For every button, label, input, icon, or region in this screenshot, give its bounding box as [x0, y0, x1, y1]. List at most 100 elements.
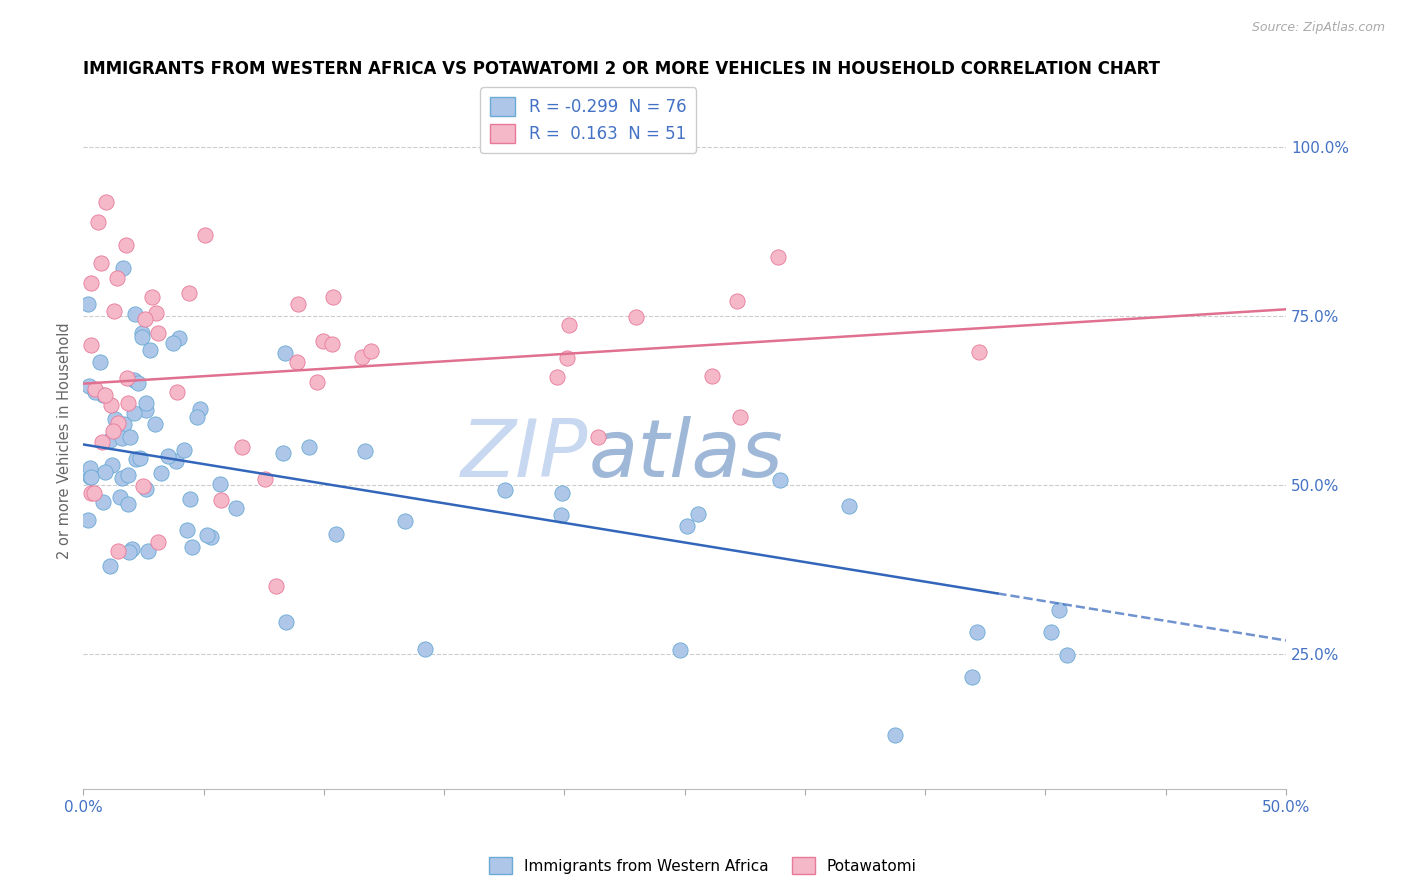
Point: [271, 445, 294, 459]
Point: [118, 545, 141, 559]
Point: [139, 343, 162, 358]
Point: [135, 403, 157, 417]
Point: [162, 336, 184, 351]
Point: [79, 338, 101, 352]
Point: [200, 530, 222, 544]
Y-axis label: 2 or more Vehicles in Household: 2 or more Vehicles in Household: [58, 323, 72, 559]
Point: [83, 486, 105, 500]
Point: [305, 376, 328, 390]
Point: [112, 417, 135, 431]
Point: [568, 127, 591, 141]
Point: [134, 311, 156, 326]
Point: [225, 500, 247, 515]
Point: [111, 431, 134, 445]
Text: atlas: atlas: [589, 416, 783, 494]
Point: [89, 354, 111, 368]
Point: [90, 255, 112, 269]
Point: [728, 410, 751, 425]
Point: [494, 483, 516, 498]
Point: [94, 466, 117, 480]
Point: [108, 490, 131, 504]
Point: [550, 508, 572, 523]
Point: [77, 296, 100, 310]
Point: [546, 370, 568, 384]
Point: [145, 306, 167, 320]
Point: [285, 355, 308, 369]
Point: [93, 387, 115, 401]
Point: [79, 461, 101, 475]
Point: [94, 387, 117, 401]
Point: [111, 260, 134, 275]
Point: [115, 371, 138, 385]
Point: [967, 345, 990, 359]
Point: [100, 558, 122, 573]
Point: [100, 398, 122, 412]
Point: [91, 495, 114, 509]
Point: [125, 452, 148, 467]
Point: [883, 728, 905, 742]
Point: [298, 441, 321, 455]
Point: [180, 541, 202, 555]
Point: [83, 382, 105, 396]
Point: [91, 434, 114, 449]
Point: [117, 468, 139, 483]
Point: [394, 514, 416, 528]
Point: [325, 526, 347, 541]
Text: ZIP: ZIP: [461, 416, 589, 494]
Point: [135, 396, 157, 410]
Point: [94, 194, 117, 209]
Point: [146, 535, 169, 549]
Point: [321, 337, 343, 351]
Point: [124, 307, 146, 321]
Point: [77, 513, 100, 527]
Point: [111, 471, 134, 485]
Point: [107, 271, 129, 285]
Point: [669, 643, 692, 657]
Point: [353, 443, 375, 458]
Point: [117, 396, 139, 410]
Point: [209, 477, 232, 491]
Legend: R = -0.299  N = 76, R =  0.163  N = 51: R = -0.299 N = 76, R = 0.163 N = 51: [481, 87, 696, 153]
Text: Source: ZipAtlas.com: Source: ZipAtlas.com: [1251, 21, 1385, 34]
Point: [149, 466, 172, 480]
Point: [838, 499, 860, 513]
Point: [129, 451, 152, 466]
Point: [413, 641, 436, 656]
Point: [274, 346, 297, 360]
Point: [98, 433, 121, 447]
Point: [1047, 602, 1070, 616]
Point: [101, 458, 124, 472]
Point: [107, 416, 129, 430]
Point: [960, 670, 983, 684]
Point: [167, 331, 190, 345]
Point: [312, 334, 335, 348]
Point: [165, 453, 187, 467]
Point: [352, 350, 374, 364]
Point: [80, 470, 103, 484]
Point: [79, 469, 101, 483]
Point: [122, 373, 145, 387]
Point: [231, 440, 253, 454]
Point: [143, 417, 166, 432]
Point: [266, 579, 288, 593]
Point: [558, 318, 581, 332]
Point: [173, 443, 195, 458]
Point: [131, 326, 153, 340]
Point: [87, 215, 110, 229]
Point: [117, 497, 139, 511]
Point: [624, 310, 647, 324]
Legend: Immigrants from Western Africa, Potawatomi: Immigrants from Western Africa, Potawato…: [484, 851, 922, 880]
Point: [179, 491, 201, 506]
Point: [188, 401, 211, 416]
Point: [287, 297, 309, 311]
Point: [769, 473, 792, 487]
Point: [120, 430, 142, 444]
Point: [77, 379, 100, 393]
Point: [966, 625, 988, 640]
Point: [725, 294, 748, 309]
Point: [127, 376, 149, 390]
Point: [146, 326, 169, 341]
Point: [84, 385, 107, 400]
Point: [176, 523, 198, 537]
Point: [360, 343, 382, 358]
